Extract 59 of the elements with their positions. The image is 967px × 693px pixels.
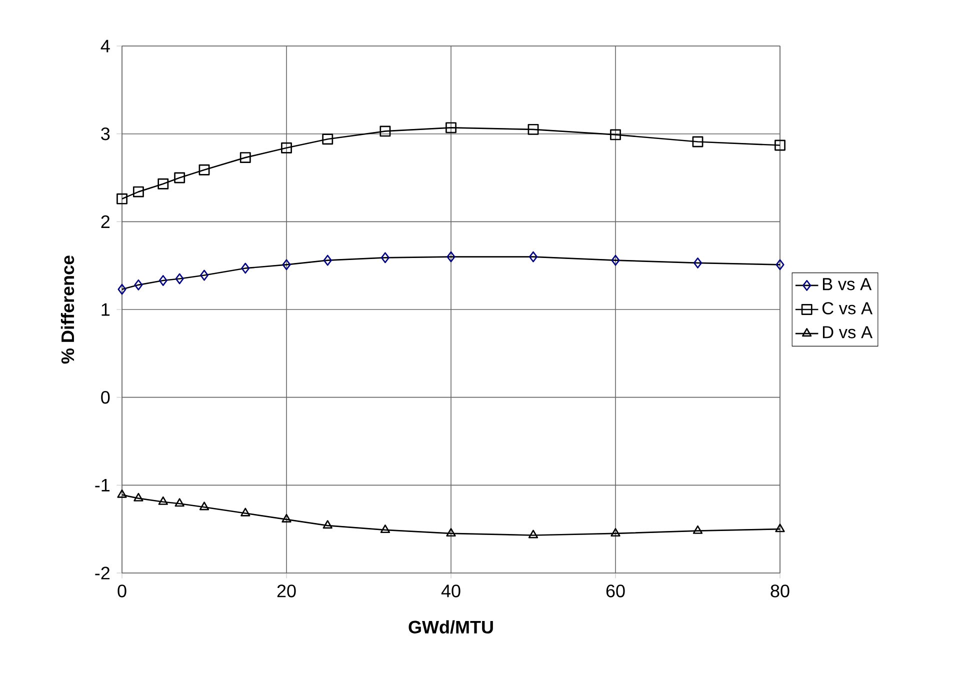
y-tick-label: -1 bbox=[95, 478, 110, 492]
point bbox=[528, 530, 538, 538]
x-tick-label: 20 bbox=[277, 584, 296, 598]
legend-label: B vs A bbox=[822, 278, 872, 290]
point bbox=[281, 142, 292, 154]
point bbox=[446, 251, 456, 262]
point bbox=[774, 140, 786, 151]
point bbox=[322, 520, 332, 529]
x-tick-label: 60 bbox=[606, 584, 625, 598]
point bbox=[380, 126, 391, 137]
point bbox=[118, 284, 126, 295]
point bbox=[158, 178, 169, 190]
legend-label: C vs A bbox=[822, 302, 873, 314]
legend-label: D vs A bbox=[822, 326, 873, 338]
x-tick-label: 80 bbox=[770, 584, 790, 598]
point bbox=[116, 193, 128, 204]
point bbox=[322, 134, 334, 145]
point bbox=[610, 129, 621, 140]
y-tick-label: 2 bbox=[101, 215, 110, 228]
point bbox=[610, 528, 620, 537]
y-tick-label: 4 bbox=[100, 40, 110, 52]
x-axis-title: GWd/MTU bbox=[408, 620, 493, 634]
point bbox=[380, 524, 390, 534]
point bbox=[446, 122, 456, 134]
point bbox=[134, 492, 144, 502]
y-tick-label: 3 bbox=[101, 127, 110, 140]
point bbox=[175, 273, 184, 284]
point bbox=[134, 279, 143, 290]
point bbox=[282, 259, 291, 270]
point bbox=[174, 498, 184, 507]
point bbox=[241, 262, 250, 274]
point bbox=[776, 259, 784, 270]
point bbox=[240, 508, 250, 516]
point bbox=[158, 496, 168, 505]
point bbox=[693, 257, 702, 268]
point bbox=[692, 136, 704, 148]
point bbox=[282, 514, 292, 522]
point bbox=[528, 251, 538, 262]
point bbox=[132, 186, 144, 198]
point bbox=[117, 489, 127, 498]
y-tick-label: -2 bbox=[95, 566, 110, 580]
point bbox=[380, 252, 390, 264]
point bbox=[240, 152, 251, 164]
point bbox=[199, 502, 210, 510]
point bbox=[174, 172, 186, 184]
point bbox=[200, 270, 209, 281]
point bbox=[323, 254, 332, 266]
x-tick-label: 40 bbox=[441, 584, 460, 598]
point bbox=[611, 254, 620, 266]
y-axis-title: % Difference bbox=[60, 256, 74, 364]
y-tick-label: 0 bbox=[101, 390, 110, 404]
point bbox=[692, 525, 703, 534]
point bbox=[528, 124, 539, 135]
point bbox=[446, 528, 456, 537]
x-tick-label: 0 bbox=[118, 584, 126, 598]
point bbox=[775, 524, 785, 532]
point bbox=[158, 275, 168, 286]
y-tick-label: 1 bbox=[102, 303, 110, 316]
point bbox=[198, 164, 210, 176]
